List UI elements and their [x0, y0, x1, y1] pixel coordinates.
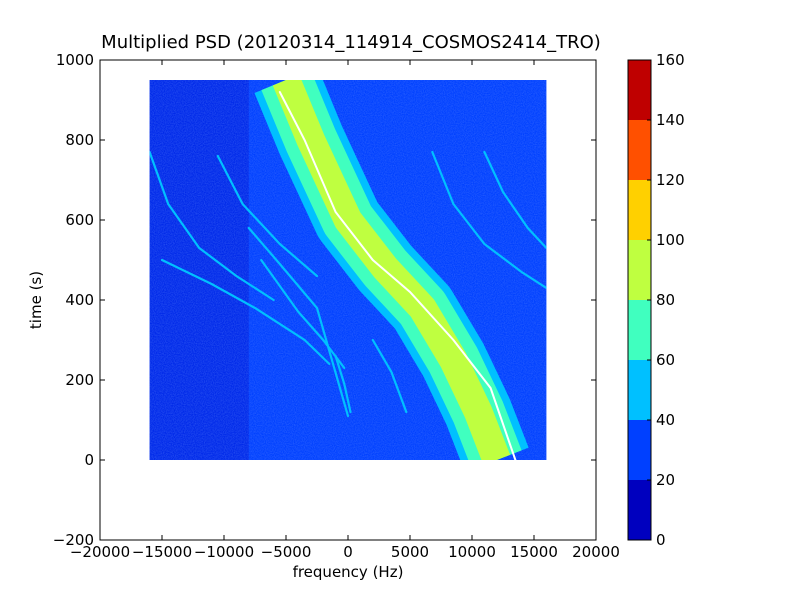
y-tick-label: 400 [65, 291, 94, 309]
y-tick-label: 0 [84, 451, 94, 469]
x-tick-label: 15000 [510, 543, 558, 561]
colorbar-level-2 [628, 360, 651, 420]
x-tick-label: 10000 [448, 543, 496, 561]
secondary-track-7 [431, 150, 547, 290]
colorbar-level-7 [628, 60, 651, 120]
secondary-tracks [149, 150, 547, 418]
y-axis: −200 0 200 400 600 800 1000 [53, 51, 596, 549]
y-tick-label: 1000 [56, 51, 94, 69]
y-axis-label: time (s) [27, 271, 45, 329]
x-tick-label: −5000 [261, 543, 312, 561]
colorbar-level-5 [628, 180, 651, 240]
x-tick-label: 5000 [391, 543, 429, 561]
colorbar-tick-label: 160 [656, 51, 685, 69]
secondary-track-1 [216, 154, 319, 278]
secondary-track-8 [483, 150, 547, 250]
x-tick-label: −15000 [132, 543, 192, 561]
colorbar-tick-label: 20 [656, 471, 675, 489]
colorbar-level-1 [628, 420, 651, 480]
secondary-track-5 [371, 338, 408, 414]
ridge [278, 91, 517, 460]
y-tick-label: −200 [53, 531, 94, 549]
colorbar-tick-label: 80 [656, 291, 675, 309]
x-tick-label: −10000 [194, 543, 254, 561]
secondary-track-2 [247, 226, 350, 418]
plot-frame [99, 59, 597, 541]
x-tick-label: −20000 [70, 543, 130, 561]
x-axis: −20000 −15000 −10000 −5000 0 5000 10000 15000 20… [70, 60, 620, 561]
colorbar-tick-label: 140 [656, 111, 685, 129]
colorbar-level-6 [628, 120, 651, 180]
x-tick-label: 20000 [572, 543, 620, 561]
secondary-track-4 [260, 258, 346, 370]
main-track-band-2 [272, 80, 511, 460]
colorbar-tick-label: 60 [656, 351, 675, 369]
colorbar-tick-label: 0 [656, 531, 666, 549]
colorbar-level-0 [628, 480, 651, 540]
x-axis-label: frequency (Hz) [293, 563, 404, 581]
colorbar: 0 20 40 60 80 100 120 140 160 [627, 51, 685, 549]
chart-title: Multiplied PSD (20120314_114914_COSMOS24… [101, 32, 601, 53]
secondary-track-3 [160, 258, 331, 366]
colorbar-tick-label: 100 [656, 231, 685, 249]
secondary-track-0 [149, 150, 275, 302]
x-tick-label: 0 [343, 543, 353, 561]
colorbar-tick-label: 40 [656, 411, 675, 429]
y-tick-label: 200 [65, 371, 94, 389]
plot-area: −20000 −15000 −10000 −5000 0 5000 10000 15000 20… [53, 51, 620, 561]
colorbar-level-4 [628, 240, 651, 300]
ridge-line [278, 91, 517, 460]
main-track [254, 80, 529, 460]
colorbar-tick-label: 120 [656, 171, 685, 189]
y-tick-label: 600 [65, 211, 94, 229]
heatmap [149, 80, 547, 460]
secondary-track-6 [334, 354, 352, 414]
y-tick-label: 800 [65, 131, 94, 149]
colorbar-level-3 [628, 300, 651, 360]
